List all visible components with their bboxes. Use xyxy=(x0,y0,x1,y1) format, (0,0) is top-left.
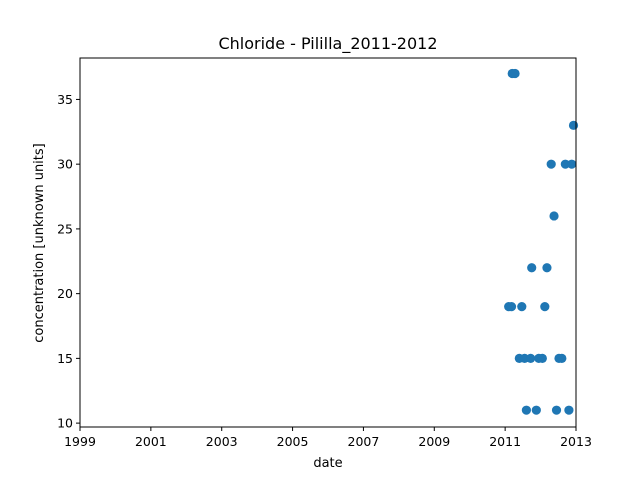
x-tick-label: 2001 xyxy=(135,434,167,449)
x-tick-label: 2007 xyxy=(348,434,380,449)
data-point xyxy=(564,405,574,415)
y-tick-label: 10 xyxy=(57,416,73,431)
y-axis-label: concentration [unknown units] xyxy=(32,143,47,342)
x-tick-label: 2009 xyxy=(418,434,450,449)
x-tick-label: 2003 xyxy=(206,434,238,449)
y-tick-label: 15 xyxy=(57,351,73,366)
y-tick-label: 20 xyxy=(57,286,73,301)
plot-frame xyxy=(79,57,577,428)
chart-title: Chloride - Pililla_2011-2012 xyxy=(218,34,437,54)
data-point xyxy=(521,405,532,415)
data-point xyxy=(546,159,556,169)
data-point xyxy=(549,211,559,221)
data-point xyxy=(540,301,550,312)
x-axis-label: date xyxy=(313,456,342,471)
y-tick-label: 30 xyxy=(57,157,73,172)
x-axis: 1999 2001 2003 2005 2007 2009 2011 2013 xyxy=(64,427,592,449)
data-point xyxy=(551,405,562,415)
data-point xyxy=(517,301,527,312)
data-point xyxy=(531,405,541,415)
data-point xyxy=(526,353,536,363)
x-tick-label: 2013 xyxy=(560,434,592,449)
data-point xyxy=(542,263,552,273)
data-point xyxy=(537,353,547,363)
data-point xyxy=(527,263,537,273)
data-point xyxy=(510,68,520,79)
data-point xyxy=(567,159,577,169)
data-point xyxy=(568,120,579,130)
x-tick-label: 1999 xyxy=(64,434,96,449)
y-tick-label: 35 xyxy=(57,92,73,107)
x-tick-label: 2011 xyxy=(489,434,521,449)
data-point xyxy=(506,301,517,312)
data-point xyxy=(557,353,567,363)
y-axis: 10 15 20 25 30 35 xyxy=(57,92,80,431)
y-tick-label: 25 xyxy=(57,221,73,236)
plot-area xyxy=(504,68,579,415)
data-point xyxy=(560,159,570,169)
x-tick-label: 2005 xyxy=(277,434,309,449)
